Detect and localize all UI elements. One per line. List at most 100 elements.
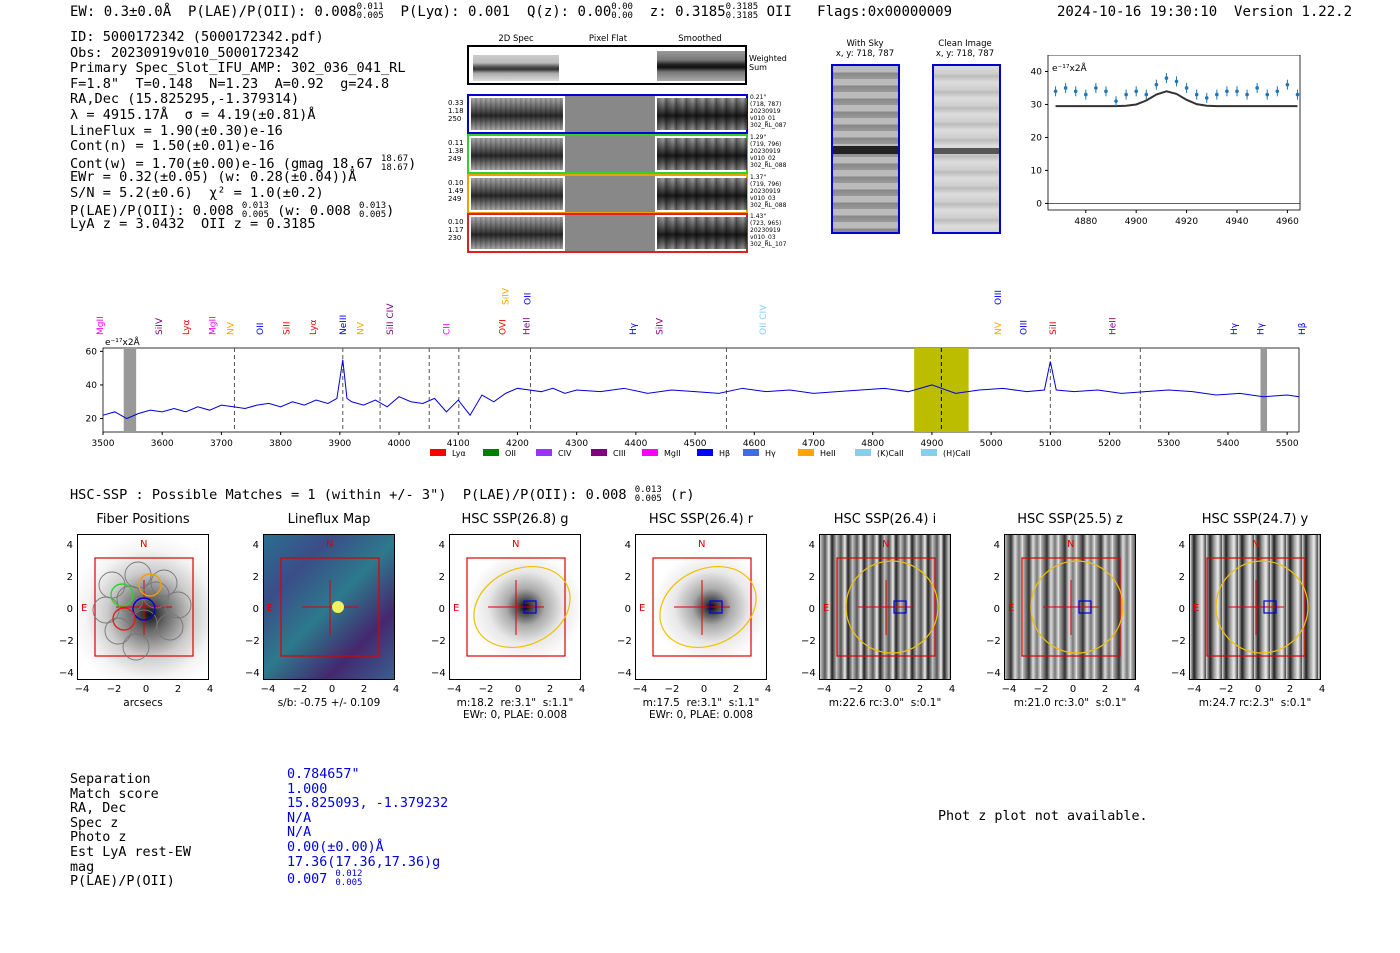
info-lineflux: LineFlux = 1.90(±0.30)e-16 bbox=[70, 122, 283, 139]
clean-image-cutout bbox=[932, 64, 1001, 234]
aperture-box bbox=[836, 557, 936, 657]
panel-xtick-label: −2 bbox=[106, 684, 122, 695]
match-value: 0.00(±0.00)Å bbox=[287, 839, 384, 855]
zoom-xtick-label: 4960 bbox=[1276, 217, 1299, 227]
panel-xtick-label: 4 bbox=[578, 684, 586, 695]
spectral-line-label: OII bbox=[523, 293, 533, 305]
panel-xtick-label: 4 bbox=[1133, 684, 1141, 695]
panel-xtick-label: −4 bbox=[632, 684, 648, 695]
spectral-line-label: Hγ bbox=[1256, 322, 1266, 335]
spec-xtick-label: 3800 bbox=[269, 439, 292, 449]
spec2d-strip bbox=[471, 98, 563, 130]
panel-ytick-label: 0 bbox=[438, 604, 445, 615]
header-datetime-version: 2024-10-16 19:30:10 Version 1.22.2 bbox=[1057, 4, 1353, 20]
match-label: RA, Dec bbox=[70, 801, 127, 817]
masked-region bbox=[1260, 348, 1268, 432]
panel-xtick-label: −2 bbox=[478, 684, 494, 695]
legend-swatch bbox=[536, 449, 552, 456]
zoom-data-point bbox=[1295, 92, 1300, 97]
spec-xtick-label: 3500 bbox=[92, 439, 115, 449]
col-title-smoothed: Smoothed bbox=[678, 34, 722, 44]
smoothed-strip bbox=[657, 217, 747, 249]
zoom-xtick-label: 4920 bbox=[1175, 217, 1198, 227]
panel-ytick-label: −2 bbox=[1171, 636, 1186, 647]
zoom-data-point bbox=[1154, 82, 1159, 87]
compass-east: E bbox=[267, 603, 273, 614]
legend-swatch bbox=[855, 449, 871, 456]
aperture-box bbox=[94, 557, 194, 657]
spec2d-row-left-label: 0.33 1.18 250 bbox=[448, 99, 464, 123]
zoom-data-point bbox=[1204, 96, 1209, 100]
info-sn: S/N = 5.2(±0.6) χ² = 1.0(±0.2) bbox=[70, 184, 324, 201]
legend-swatch bbox=[483, 449, 499, 456]
legend-swatch bbox=[921, 449, 937, 456]
panel-caption: m:22.6 rc:3.0" s:0.1" bbox=[828, 697, 942, 709]
spec-xtick-label: 3700 bbox=[210, 439, 233, 449]
zoom-unit-label: e⁻¹⁷x2Å bbox=[1052, 62, 1088, 74]
info-plae: P(LAE)/P(OII): 0.008 0.013 0.005 (w: 0.00… bbox=[70, 200, 395, 220]
spectral-line-label: HeII bbox=[522, 317, 532, 335]
panel-ytick-label: 0 bbox=[808, 604, 815, 615]
fiber-circle bbox=[98, 571, 126, 599]
spectral-line-label: Hγ bbox=[1230, 322, 1240, 335]
panel-ytick-label: 2 bbox=[808, 572, 815, 583]
legend-label: (K)CaII bbox=[877, 449, 904, 458]
spectral-line-label: SiII bbox=[283, 321, 293, 335]
match-label: Match score bbox=[70, 786, 159, 802]
panel-xtick-label: −2 bbox=[292, 684, 308, 695]
panel-ytick-label: 2 bbox=[624, 572, 631, 583]
fiber-fourth bbox=[112, 607, 136, 631]
compass-north: N bbox=[1067, 539, 1074, 550]
panel-ytick-label: −2 bbox=[245, 636, 260, 647]
spectral-line-label: OII CIV bbox=[759, 304, 769, 335]
spectral-line-label: Hβ bbox=[1298, 322, 1308, 335]
compass-north: N bbox=[698, 539, 705, 550]
weighted-sum-label: Weighted Sum bbox=[749, 54, 787, 72]
fiber-second bbox=[110, 583, 134, 607]
panel-ytick-label: 2 bbox=[252, 572, 259, 583]
info-id: ID: 5000172342 (5000172342.pdf) bbox=[70, 29, 324, 45]
panel-xtick-label: −2 bbox=[848, 684, 864, 695]
panel-caption: m:18.2 re:3.1" s:1.1" bbox=[456, 697, 574, 709]
source-ellipse bbox=[473, 565, 571, 649]
panel-xtick-label: 2 bbox=[546, 684, 554, 695]
panel-xtick-label: −2 bbox=[1033, 684, 1049, 695]
zoom-data-point bbox=[1255, 86, 1259, 90]
target-marker bbox=[893, 600, 907, 614]
panel-ytick-label: −4 bbox=[1171, 668, 1186, 679]
panel-ytick-label: −4 bbox=[801, 668, 816, 679]
panel-xtick-label: 0 bbox=[328, 684, 336, 695]
col-title-pixelflat: Pixel Flat bbox=[588, 34, 628, 44]
photz-message: Phot z plot not available. bbox=[938, 809, 1148, 824]
spec-xtick-label: 4000 bbox=[388, 439, 411, 449]
info-contw: Cont(w) = 1.70(±0.00)e-16 (gmag 18.67 18… bbox=[70, 153, 417, 173]
panel-xtick-label: 0 bbox=[1069, 684, 1077, 695]
match-value: 17.36(17.36,17.36)g bbox=[287, 854, 441, 870]
spec-ytick-label: 60 bbox=[86, 347, 98, 357]
hsc-summary: HSC-SSP : Possible Matches = 1 (within +… bbox=[70, 485, 695, 504]
info-obs: Obs: 20230919v010_5000172342 bbox=[70, 44, 300, 61]
panel-ytick-label: 0 bbox=[1178, 604, 1185, 615]
match-value: 15.825093, -1.379232 bbox=[287, 796, 449, 812]
spectral-line-label: CII bbox=[442, 323, 452, 335]
spec-xtick-label: 5000 bbox=[980, 439, 1003, 449]
source-ellipse bbox=[1030, 560, 1124, 654]
panel-ytick-label: 4 bbox=[438, 540, 445, 551]
zoom-data-point bbox=[1084, 92, 1088, 97]
fiber-circle bbox=[116, 585, 144, 613]
col-title-2dspec: 2D Spec bbox=[498, 34, 534, 44]
zoom-data-point bbox=[1053, 89, 1058, 94]
panel-title: HSC SSP(26.8) g bbox=[461, 512, 569, 527]
match-value-plae: 0.007 0.012 0.005 bbox=[287, 869, 363, 889]
aperture-box bbox=[1021, 557, 1121, 657]
zoom-data-point bbox=[1124, 92, 1128, 97]
zoom-xtick-label: 4880 bbox=[1074, 217, 1097, 227]
fiber-circle bbox=[124, 561, 152, 589]
spectral-line-label: SiIV bbox=[656, 317, 666, 335]
zoom-data-point bbox=[1265, 92, 1270, 97]
spectral-line-label: NV bbox=[357, 321, 367, 335]
fiber-primary bbox=[132, 597, 156, 621]
zoom-data-point bbox=[1184, 86, 1189, 90]
fiber-circle bbox=[104, 617, 132, 645]
